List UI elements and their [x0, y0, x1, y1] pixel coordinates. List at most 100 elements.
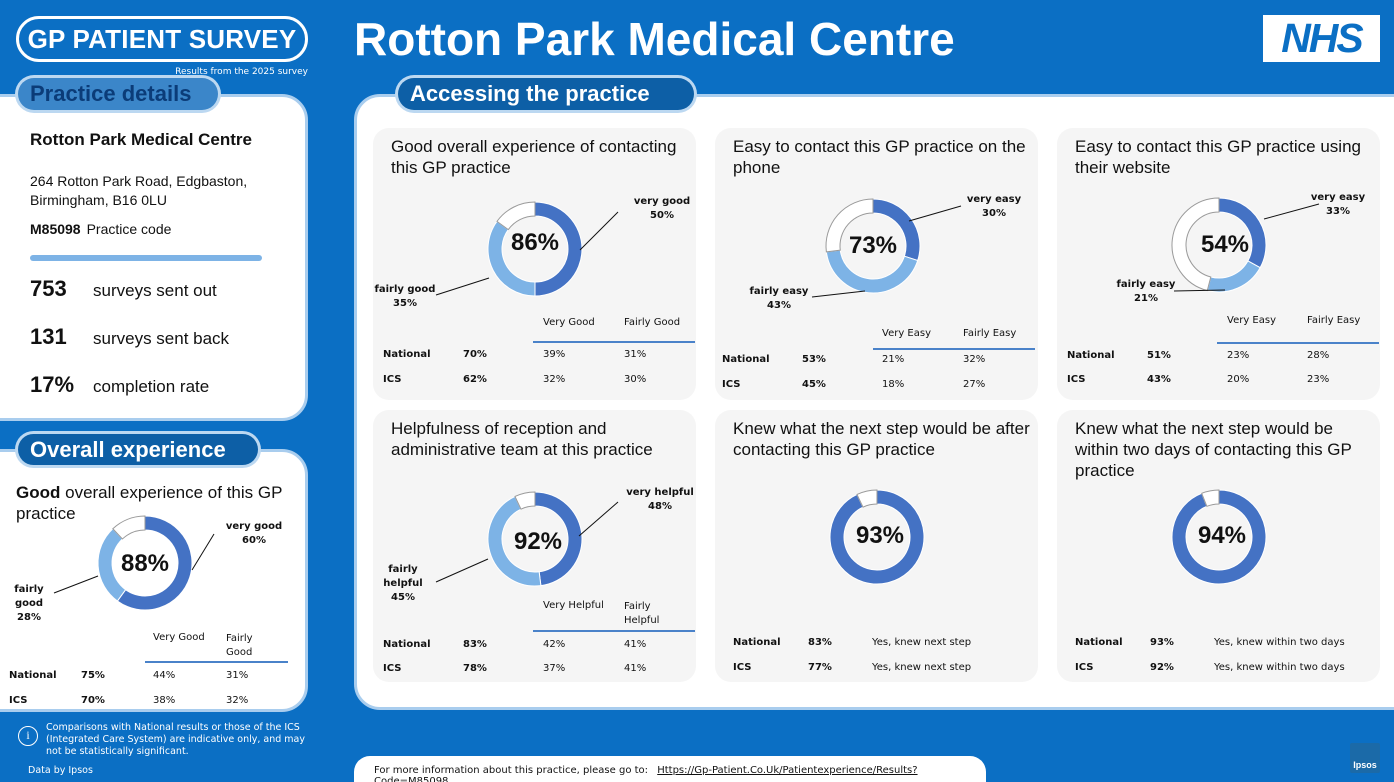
comparison-note: Comparisons with National results or tho… — [46, 722, 305, 757]
col-header-a: Very Good — [153, 632, 205, 643]
row-a: 20% — [1227, 374, 1250, 385]
page-title: Rotton Park Medical Centre — [354, 13, 955, 65]
stat-label: surveys sent out — [93, 281, 217, 300]
donut-pct: 94% — [1198, 522, 1246, 549]
card-next-step: Knew what the next step would be after c… — [715, 410, 1038, 682]
overall-title: Good overall experience of this GP pract… — [16, 482, 286, 524]
donut-pct: 86% — [511, 229, 559, 256]
row-b: 31% — [624, 349, 647, 360]
row-desc: Yes, knew within two days — [1214, 662, 1345, 673]
lbl-pct: 28% — [17, 612, 41, 623]
donut-pct: 73% — [849, 232, 897, 259]
row-total: 83% — [463, 639, 487, 650]
row-a: 37% — [543, 663, 566, 674]
donut-slice-other — [825, 198, 874, 253]
row-total: 43% — [1147, 374, 1171, 385]
card-title: Helpfulness of reception and administrat… — [391, 419, 653, 459]
row-total: 53% — [802, 354, 826, 365]
donut-chart: 86% — [487, 201, 583, 297]
donut-chart: 92% — [487, 491, 583, 587]
practice-name: Rotton Park Medical Centre — [30, 130, 252, 149]
card-contact-phone: Easy to contact this GP practice on the … — [715, 128, 1038, 400]
row-desc: Yes, knew within two days — [1214, 637, 1345, 648]
card-title: Knew what the next step would be within … — [1075, 419, 1352, 480]
row-name: National — [1075, 637, 1123, 648]
survey-subtitle: Results from the 2025 survey — [175, 67, 308, 77]
col-header-b: Fairly Helpful — [624, 601, 660, 626]
table-rule — [533, 341, 695, 343]
donut-slice-very-good — [116, 515, 193, 611]
row-name: ICS — [1067, 374, 1086, 385]
more-info-bar: For more information about this practice… — [354, 756, 986, 782]
row-total: 70% — [463, 349, 487, 360]
more-info-text: For more information about this practice… — [374, 765, 649, 776]
donut-slice-other — [112, 515, 146, 540]
label-a: very good 50% — [627, 195, 697, 223]
table-rule — [145, 661, 288, 663]
col-header-a: Very Helpful — [543, 600, 604, 611]
row-total: 93% — [1150, 637, 1174, 648]
label-b: fairly helpful 45% — [378, 563, 428, 605]
donut-slice-other — [514, 491, 536, 510]
overall-experience-heading: Overall experience — [18, 434, 258, 465]
donut-pct: 93% — [856, 522, 904, 549]
table-rule — [533, 630, 695, 632]
label-b: fairly good 35% — [373, 283, 437, 311]
gp-patient-survey-logo: GP PATIENT SURVEY — [16, 16, 308, 62]
stat-sent-out: 753 surveys sent out — [30, 276, 217, 302]
leader-lines — [435, 211, 619, 296]
row-a: 42% — [543, 639, 566, 650]
lbl-pct: 33% — [1326, 206, 1350, 217]
lbl-pct: 21% — [1134, 293, 1158, 304]
nhs-logo-text: NHS — [1281, 15, 1364, 61]
lbl-pct: 48% — [648, 501, 672, 512]
card-reception-helpfulness: Helpfulness of reception and administrat… — [373, 410, 696, 682]
practice-code-label: Practice code — [86, 221, 172, 237]
table-rule — [873, 348, 1035, 350]
row-name: ICS — [722, 379, 741, 390]
row-b: 23% — [1307, 374, 1330, 385]
row-total: 70% — [81, 695, 105, 706]
stat-completion: 17% completion rate — [30, 372, 209, 398]
row-name: National — [722, 354, 770, 365]
row-a: 23% — [1227, 350, 1250, 361]
label-a: very easy 33% — [1303, 191, 1373, 219]
leader-lines — [811, 205, 962, 298]
practice-address: 264 Rotton Park Road, Edgbaston, Birming… — [30, 173, 248, 208]
row-a: 44% — [153, 670, 176, 681]
lbl-pct: 50% — [650, 210, 674, 221]
stat-label: completion rate — [93, 377, 210, 396]
card-title: Easy to contact this GP practice on the … — [733, 137, 1026, 177]
col-header-b: Fairly Good — [624, 317, 681, 328]
col-header-b: Fairly Good — [226, 633, 253, 658]
donut-slice-other — [856, 489, 878, 508]
row-name: ICS — [383, 374, 402, 385]
lbl-name: very good — [225, 521, 283, 532]
donut-pct: 54% — [1201, 231, 1249, 258]
row-a: 32% — [543, 374, 566, 385]
table-rule — [1217, 342, 1379, 344]
row-total: 51% — [1147, 350, 1171, 361]
col-header-a: Very Easy — [1227, 315, 1276, 326]
lbl-pct: 45% — [391, 592, 415, 603]
row-b: 31% — [226, 670, 249, 681]
donut-chart: 54% — [1171, 197, 1267, 293]
row-b: 28% — [1307, 350, 1330, 361]
data-by: Data by Ipsos — [28, 765, 93, 776]
practice-code: M85098 Practice code — [30, 221, 171, 237]
lbl-pct: 60% — [242, 535, 266, 546]
lbl-name: fairly good — [374, 284, 436, 295]
lbl-name: very helpful — [626, 487, 694, 498]
overall-experience-panel — [0, 449, 308, 712]
more-info-link[interactable]: Https://Gp-Patient.Co.Uk/Patientexperien… — [374, 765, 918, 782]
row-b: 41% — [624, 639, 647, 650]
label-a: very easy 30% — [959, 193, 1029, 221]
row-total: 62% — [463, 374, 487, 385]
lbl-name: fairly good — [14, 584, 44, 609]
row-a: 21% — [882, 354, 905, 365]
card-next-step-two-days: Knew what the next step would be within … — [1057, 410, 1380, 682]
row-name: ICS — [733, 662, 752, 673]
donut-slice-other — [1201, 489, 1220, 507]
col-header-a: Very Easy — [882, 328, 931, 339]
row-name: National — [733, 637, 781, 648]
